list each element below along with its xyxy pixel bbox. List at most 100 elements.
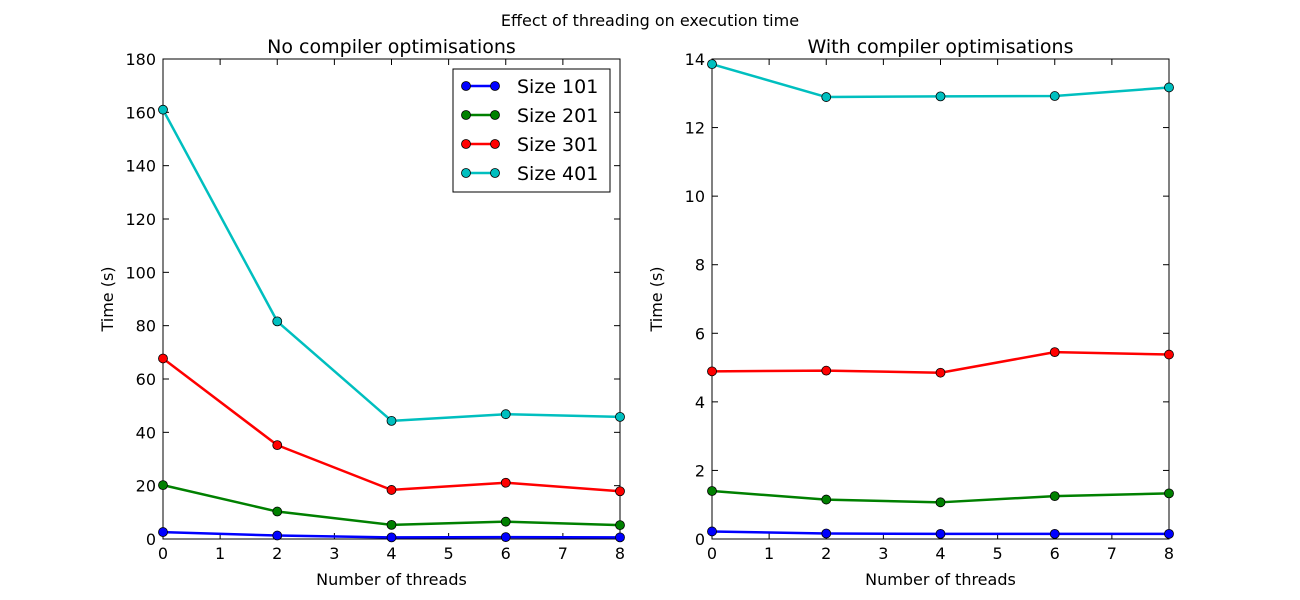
panel-1-legend-swatch-marker — [490, 110, 500, 120]
panel-1-ytick-label: 80 — [136, 317, 156, 336]
panel-2-series-4-point — [935, 91, 946, 102]
panel-1-legend-box — [452, 68, 611, 193]
panel-1-xtick-label: 6 — [501, 544, 511, 563]
panel-1-ytick-label: 20 — [136, 477, 156, 496]
panel-1-series-1-point — [615, 532, 625, 543]
panel-2-series-1-point — [935, 528, 946, 539]
panel-2-ytick-label: 0 — [695, 530, 705, 549]
panel-1-ytick-label: 180 — [125, 50, 156, 69]
panel-2-xtick-label: 4 — [935, 544, 945, 563]
panel-2-title: With compiler optimisations — [808, 36, 1074, 58]
panel-1-series-2-point — [500, 516, 511, 527]
panel-1-series-3-point — [386, 485, 397, 495]
panel-2-xtick-label: 3 — [878, 544, 888, 563]
panel-2-series-4-point — [821, 92, 832, 102]
panel-1-xtick-label: 7 — [558, 544, 568, 563]
panel-2-ytick-label: 2 — [695, 461, 705, 480]
panel-2-series-3-point — [1164, 349, 1174, 360]
panel-1-series-4-point — [272, 316, 283, 327]
panel-2-ytick-label: 8 — [695, 256, 705, 275]
panel-1-xtick-label: 4 — [386, 544, 396, 563]
panel-1-ytick-label: 140 — [125, 157, 156, 176]
panel-1-series-4 — [158, 104, 625, 426]
panel-1-series-2-point — [615, 520, 625, 531]
panel-1-series-4-point — [158, 104, 168, 115]
panel-2-series-3-point — [935, 367, 946, 378]
panel-1-legend-label: Size 301 — [517, 134, 598, 156]
panel-1-legend-swatch-marker — [461, 139, 471, 149]
panel-1-series-1-point — [500, 532, 511, 543]
panel-2-xtick-label: 8 — [1164, 544, 1174, 563]
panel-1-title: No compiler optimisations — [267, 36, 516, 58]
panel-1-series-2-point — [158, 480, 168, 491]
panel-2-series-2-point — [707, 486, 717, 496]
panel-2-xtick-label: 0 — [707, 544, 717, 563]
panel-2-ytick-label: 10 — [685, 187, 705, 206]
panel-2-series-2-point — [821, 494, 832, 505]
panel-1-series-2 — [158, 480, 625, 531]
figure-suptitle: Effect of threading on execution time — [501, 11, 799, 30]
panel-1-legend-swatch-marker — [461, 168, 471, 178]
panel-2-axes-frame — [711, 58, 1170, 540]
panel-2-xtick-label: 6 — [1050, 544, 1060, 563]
panel-2-series-3-point — [707, 366, 717, 377]
panel-2-series-2-point — [1164, 488, 1174, 499]
panel-1-ytick-label: 40 — [136, 423, 156, 442]
panel-1-xtick-label: 1 — [215, 544, 225, 563]
panel-1-ytick-label: 160 — [125, 103, 156, 122]
panel-2-series-3-point — [821, 365, 832, 376]
panel-2-series-3 — [707, 347, 1174, 378]
panel-2-series-4-point — [1049, 91, 1060, 101]
panel-1-legend-label: Size 101 — [517, 76, 598, 98]
panel-1-series-1 — [158, 527, 625, 543]
panel-1-series-4-point — [615, 411, 625, 422]
panel-2-xtick-label: 1 — [764, 544, 774, 563]
panel-1-series-4-point — [386, 415, 397, 426]
panel-2-series-3-point — [1049, 347, 1060, 358]
panel-1-legend: Size 101 Size 201 Size 301 Size 401 — [452, 68, 611, 193]
panel-2-series-1 — [707, 526, 1174, 539]
panel-2-series-1-point — [707, 526, 717, 537]
panel-1-ylabel: Time (s) — [98, 266, 117, 332]
panel-1-legend-swatch-marker — [490, 168, 500, 178]
panel-1-xtick-label: 3 — [329, 544, 339, 563]
panel-2-xtick-label: 5 — [993, 544, 1003, 563]
panel-1-series-3-point — [272, 440, 283, 451]
panel-1-xtick-label: 2 — [272, 544, 282, 563]
panel-1-series-3-point — [158, 353, 168, 364]
panel-1-xtick-label: 0 — [158, 544, 168, 563]
panel-1-ytick-label: 100 — [125, 263, 156, 282]
panel-1-legend-label: Size 401 — [517, 163, 598, 185]
panel-1-ytick-label: 60 — [136, 370, 156, 389]
panel-2-ytick-label: 14 — [685, 50, 705, 69]
panel-1-legend-swatch-marker — [490, 139, 500, 149]
panel-2-series-2-point — [1049, 491, 1060, 502]
panel-2-ytick-label: 4 — [695, 393, 705, 412]
panel-1-xtick-label: 8 — [615, 544, 625, 563]
panel-1-series-1-point — [158, 527, 168, 537]
panel-1-ytick-label: 120 — [125, 210, 156, 229]
panel-2-series-1-point — [1049, 528, 1060, 539]
panel-1-series-3 — [158, 353, 625, 497]
panel-1-series-3-point — [500, 477, 511, 488]
panel-2-series-2-point — [935, 497, 946, 508]
panel-2-ylabel: Time (s) — [647, 266, 666, 332]
panel-1-series-3-point — [615, 486, 625, 497]
panel-2-series-4 — [707, 59, 1174, 102]
panel-1-series-2-point — [272, 506, 283, 517]
panel-2-series-4-point — [707, 59, 717, 70]
panel-1-legend-swatch-marker — [490, 81, 500, 91]
panel-1-xlabel: Number of threads — [316, 570, 467, 589]
panel-1-series-1-point — [386, 532, 397, 543]
panel-2-ytick-label: 6 — [695, 324, 705, 343]
panel-1-legend-label: Size 201 — [517, 105, 598, 127]
panel-2-xlabel: Number of threads — [865, 570, 1016, 589]
panel-1-series-1-point — [272, 530, 283, 541]
panel-1-series-4-point — [500, 409, 511, 420]
panel-2-series-1-point — [1164, 528, 1174, 539]
panel-1-legend-swatch-marker — [461, 110, 471, 120]
panel-1-series-2-point — [386, 519, 397, 530]
